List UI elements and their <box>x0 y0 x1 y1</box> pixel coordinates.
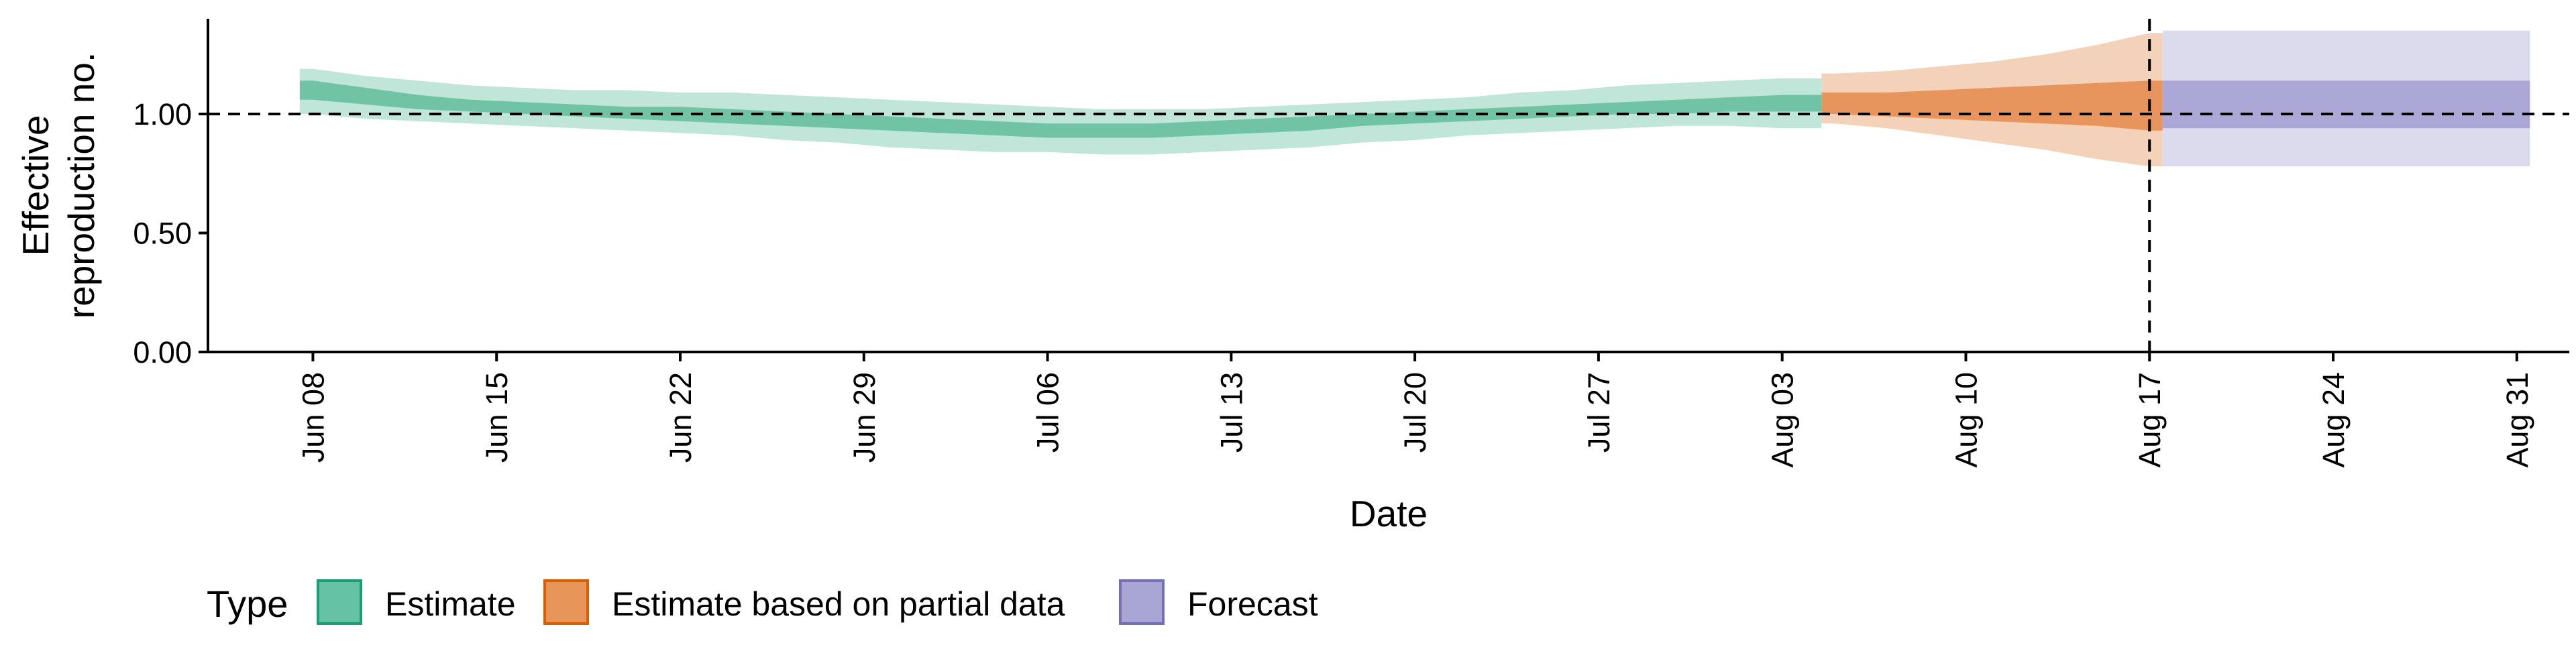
y-tick-label: 0.00 <box>133 335 192 369</box>
legend-key-forecast <box>1119 579 1165 625</box>
y-axis-title: Effective reproduction no. <box>15 52 102 319</box>
x-tick-label: Jun 22 <box>663 372 698 463</box>
legend-key-estimate <box>317 579 362 625</box>
legend: Type Estimate Estimate based on partial da… <box>207 579 1318 625</box>
legend-label-forecast: Forecast <box>1187 585 1318 623</box>
x-tick-label: Aug 17 <box>2133 372 2167 468</box>
x-tick-label: Aug 31 <box>2500 372 2534 468</box>
y-axis-title-line: reproduction no. <box>60 52 102 319</box>
x-tick-label: Aug 24 <box>2316 372 2351 468</box>
legend-key-estimate-based-on-partial-data <box>543 579 589 625</box>
x-tick-label: Aug 03 <box>1766 372 1800 468</box>
x-tick-label: Aug 10 <box>1949 372 1983 468</box>
bands-layer <box>299 30 2530 167</box>
x-tick-label: Jun 15 <box>480 372 514 463</box>
y-tick-label: 0.50 <box>133 217 192 251</box>
series-estimate-based-on-partial-data <box>1821 33 2163 167</box>
x-axis-title: Date <box>1350 493 1428 534</box>
y-axis-title-line: Effective <box>15 115 56 256</box>
x-tick-label: Jul 20 <box>1398 372 1432 453</box>
x-tick-label: Jul 06 <box>1031 372 1065 453</box>
x-tick-label: Jul 27 <box>1582 372 1616 453</box>
y-tick-label: 1.00 <box>133 97 192 131</box>
series-forecast <box>2162 30 2530 167</box>
inner-band-forecast <box>2162 80 2530 129</box>
series-estimate <box>299 68 1822 155</box>
x-tick-label: Jun 29 <box>847 372 881 463</box>
legend-label-estimate: Estimate <box>385 585 516 623</box>
outer-band-estimate <box>299 68 1822 155</box>
axes-layer: 0.00 0.50 1.00 Jun 08 Jun 15 Jun 22 Jun 29 Jul … <box>15 19 2569 534</box>
reference-lines-layer <box>208 19 2569 352</box>
x-tick-label: Jun 08 <box>296 372 330 463</box>
legend-title: Type <box>207 583 288 625</box>
inner-band-estimate <box>299 80 1822 138</box>
inner-band-estimate-based-on-partial-data <box>1821 80 2163 131</box>
legend-label-estimate-based-on-partial-data: Estimate based on partial data <box>612 585 1065 623</box>
x-tick-label: Jul 13 <box>1214 372 1248 453</box>
